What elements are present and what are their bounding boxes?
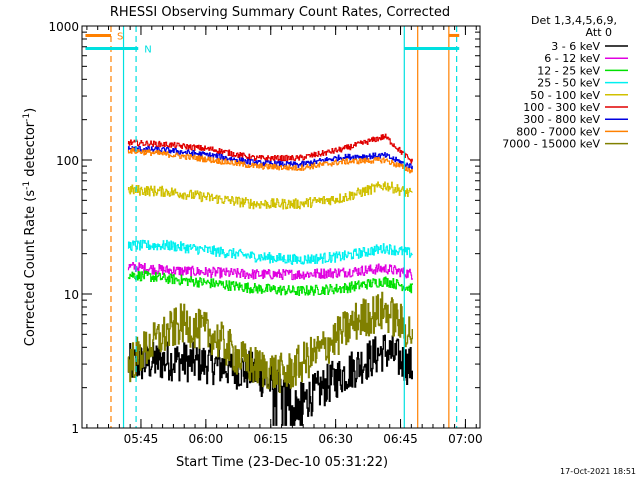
- x-tick-label: 06:15: [253, 432, 288, 446]
- legend-header-detectors: Det 1,3,4,5,6,9,: [531, 14, 617, 27]
- series-line-50-100-kev: [127, 181, 413, 210]
- plot-frame: [81, 25, 481, 429]
- x-tick-label: 06:00: [189, 432, 224, 446]
- x-axis-label: Start Time (23-Dec-10 05:31:22): [176, 455, 388, 470]
- legend-label-25-50-kev: 25 - 50 keV: [537, 77, 600, 90]
- x-axis: 05:45 06:00 06:15 06:30 06:45 07:00: [86, 26, 483, 446]
- series-line-3-6-kev: [127, 334, 413, 426]
- y-axis: 1 10 100 1000: [48, 20, 480, 436]
- series-line-12-25-kev: [127, 270, 413, 297]
- series-line-800-7000-kev: [127, 147, 413, 174]
- x-tick-label: 06:30: [318, 432, 353, 446]
- series-line-6-12-kev: [127, 262, 413, 281]
- flag-label-n: N: [144, 44, 151, 55]
- y-axis-label-end: ): [23, 108, 38, 113]
- y-axis-label-main: Corrected Count Rate (s: [23, 190, 38, 347]
- chart-title: RHESSI Observing Summary Count Rates, Co…: [110, 5, 450, 20]
- x-tick-label: 05:45: [124, 432, 159, 446]
- y-axis-label-mid: detector: [23, 121, 38, 181]
- flag-label-s: S: [117, 31, 123, 42]
- series-line-7000-15000-kev: [127, 291, 413, 393]
- legend-label-7000-15000-kev: 7000 - 15000 keV: [502, 138, 600, 151]
- y-tick-label: 1000: [48, 20, 79, 34]
- series-line-100-300-kev: [127, 133, 413, 164]
- timestamp: 17-Oct-2021 18:51: [560, 467, 636, 476]
- legend-label-800-7000-kev: 800 - 7000 keV: [516, 125, 600, 138]
- y-axis-label: Corrected Count Rate (s-1 detector-1): [22, 108, 38, 346]
- legend-label-3-6-kev: 3 - 6 keV: [551, 40, 600, 53]
- y-tick-label: 100: [56, 154, 79, 168]
- legend-label-300-800-kev: 300 - 800 keV: [523, 113, 600, 126]
- x-tick-label: 06:45: [383, 432, 418, 446]
- legend-label-6-12-kev: 6 - 12 keV: [544, 52, 600, 65]
- y-tick-label: 1: [71, 422, 79, 436]
- plot-area: SN: [85, 26, 460, 428]
- legend-label-100-300-kev: 100 - 300 keV: [523, 101, 600, 114]
- series-line-25-50-kev: [127, 239, 413, 266]
- y-axis-label-sup2: -1: [22, 113, 32, 122]
- legend-label-12-25-kev: 12 - 25 keV: [537, 64, 600, 77]
- legend-header-attenuator: Att 0: [586, 26, 612, 39]
- y-tick-label: 10: [64, 288, 79, 302]
- y-axis-label-sup1: -1: [22, 181, 32, 190]
- x-tick-label: 07:00: [448, 432, 483, 446]
- legend-label-50-100-kev: 50 - 100 keV: [530, 89, 600, 102]
